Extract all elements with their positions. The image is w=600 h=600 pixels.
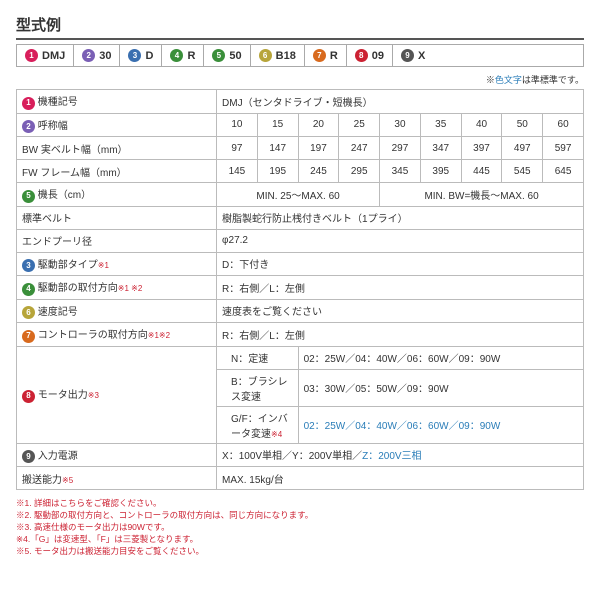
model-cell-4: 4R <box>161 45 203 66</box>
model-cell-3: 3D <box>119 45 161 66</box>
model-cell-1: 1DMJ <box>16 45 73 66</box>
footnotes: ※1. 詳細はこちらをご確認ください。※2. 駆動部の取付方向と、コントローラの… <box>16 498 584 557</box>
model-cell-2: 230 <box>73 45 119 66</box>
model-cell-9: 9X <box>392 45 433 66</box>
model-cell-6: 6B18 <box>250 45 304 66</box>
model-cell-8: 809 <box>346 45 392 66</box>
page-title: 型式例 <box>16 14 584 40</box>
model-cell-5: 550 <box>203 45 249 66</box>
model-cell-7: 7R <box>304 45 346 66</box>
model-code-row: 1DMJ2303D4R5506B187R8099X <box>16 44 584 67</box>
spec-table: 1 機種記号DMJ（センタドライブ・短機長） 2 呼称幅101520253035… <box>16 89 584 490</box>
top-note: ※色文字は準標準です。 <box>16 73 584 86</box>
